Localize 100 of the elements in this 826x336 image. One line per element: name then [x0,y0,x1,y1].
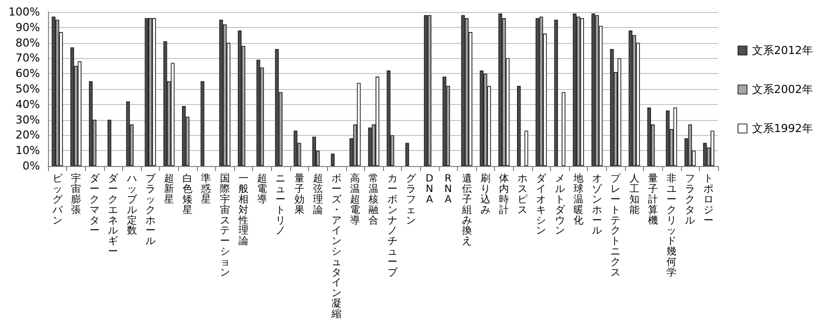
bar [368,128,372,166]
bar [356,82,361,166]
bar [88,81,93,166]
bar [591,14,596,166]
bar [576,16,580,166]
bar [524,130,528,166]
bar [710,130,714,166]
y-tick-label: 30% [16,113,40,126]
bar [200,81,204,166]
x-tick-label: ビッグバン [51,174,64,226]
x-tick-label: ホスピス [518,174,528,216]
bar [628,30,632,166]
y-tick-label: 90% [16,20,40,34]
x-tick-label: 宇宙膨張 [70,172,81,216]
x-tick-label: ハッブル定数 [126,174,138,237]
bar [219,20,223,166]
bar [148,18,152,166]
legend-label: 文系1992年 [752,122,814,135]
bar [275,48,279,166]
x-tick-label: 白色矮星 [182,172,193,216]
legend-label: 文系2002年 [752,83,814,96]
bar [55,20,60,166]
x-tick-label: 量子計算機 [648,174,658,226]
bar [126,101,130,166]
y-tick-label: 20% [16,128,40,142]
bar [580,18,584,166]
y-tick-label: 10% [16,144,40,158]
x-tick-label: メルトダウン [554,174,566,237]
x-tick-label: 準惑星 [200,172,212,206]
bar [428,15,432,166]
bar [386,70,390,166]
x-tick-label: ブラックホール [145,172,156,248]
bar [376,76,380,166]
x-tick-label: 地球温暖化 [572,172,584,226]
y-tick-label: 100% [8,6,40,18]
x-tick-label: RNA [444,174,452,206]
bar [688,124,692,166]
x-tick-label: ダイオキシン [536,172,548,237]
bar [562,92,566,166]
x-tick-label: ニュートリノ [276,174,286,237]
bar [405,142,410,166]
x-tick-label: フラクタル [685,174,696,226]
x-tick-label: ダークエネルギー [108,172,120,258]
bar [442,76,446,166]
y-tick-label: 60% [16,67,40,80]
x-tick-label: 量子効果 [294,174,304,216]
category-label: ボーズ・アインシュタイン凝縮 [331,174,342,320]
y-tick-label: 70% [16,52,40,65]
x-tick-label: グラフェン [406,174,417,226]
y-tick-label: 0% [22,160,40,172]
y-tick-label: 80% [16,36,40,50]
legend-label: 文系2012年 [752,44,814,57]
bar [424,15,428,166]
x-tick-label: 超新星 [164,172,174,206]
bar [673,107,678,166]
x-tick-label: DNA [426,174,434,206]
bar [464,18,469,166]
x-tick-label: オゾンホール [592,174,604,237]
y-tick-label: 50% [16,82,40,96]
category-label: 国際宇宙ステーション [220,174,230,278]
y-tick-label: 40% [16,98,40,111]
bar [312,136,316,166]
bar [539,16,544,166]
bar [256,60,260,166]
bar [480,70,484,166]
bar [554,20,558,166]
bar [618,58,622,166]
bar [108,120,112,166]
x-tick-label: 刷り込み [480,174,490,216]
bar [78,61,82,166]
bar [595,15,599,166]
bar [170,62,175,166]
bar [703,142,707,166]
x-tick-label: 超電導 [257,172,268,206]
bar [498,14,502,166]
bar [666,110,670,166]
bar [647,107,651,166]
bar [144,18,148,166]
x-tick-label: 高温超電導 [350,172,360,226]
bar [163,41,168,166]
bar [572,14,577,166]
bar [294,130,298,166]
bar [152,18,156,166]
x-tick-label: トポロジー [704,174,714,226]
x-tick-label: ダークマター [90,172,101,237]
bar [52,16,56,166]
x-tick-label: 体内時計 [498,172,509,216]
bar [517,86,521,166]
bar [182,106,186,166]
category-label: カーボンナノチューブ [387,174,398,278]
bar [461,15,465,166]
bar [238,30,242,166]
x-tick-label: 人工知能 [629,174,640,216]
bar [610,48,614,166]
bar [330,154,335,166]
bar [70,47,74,166]
x-tick-label: 遺伝子組み換え [460,172,472,248]
bar [536,18,540,166]
category-label: 非ユークリッド幾何学 [666,174,676,278]
x-tick-label: 常温核融合 [368,172,379,226]
